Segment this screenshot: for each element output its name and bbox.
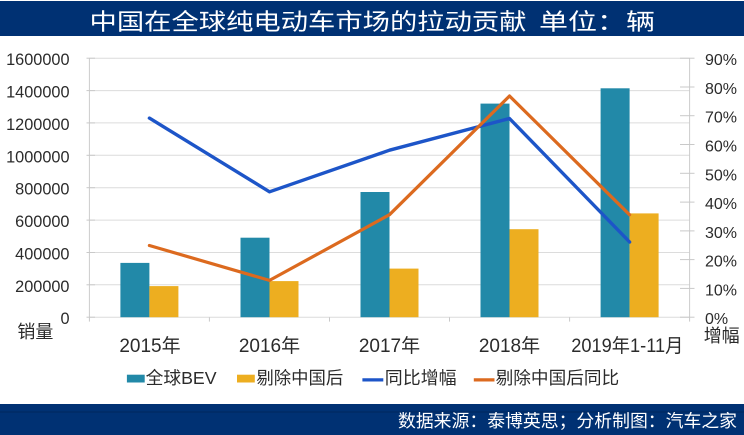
svg-text:200000: 200000 — [15, 278, 69, 296]
svg-text:剔除中国后: 剔除中国后 — [256, 368, 343, 388]
svg-text:0: 0 — [60, 310, 69, 328]
svg-text:40%: 40% — [705, 196, 737, 213]
svg-text:2019年1-11月: 2019年1-11月 — [571, 335, 683, 357]
svg-text:1200000: 1200000 — [6, 116, 69, 134]
svg-text:全球BEV: 全球BEV — [146, 368, 217, 388]
svg-text:60%: 60% — [705, 139, 737, 156]
svg-text:剔除中国后同比: 剔除中国后同比 — [496, 368, 620, 388]
svg-text:30%: 30% — [705, 225, 737, 242]
svg-text:0%: 0% — [705, 311, 728, 328]
svg-text:90%: 90% — [705, 52, 737, 69]
svg-text:50%: 50% — [705, 167, 737, 184]
svg-text:600000: 600000 — [15, 213, 69, 231]
svg-text:800000: 800000 — [15, 181, 69, 199]
svg-text:1000000: 1000000 — [6, 148, 69, 166]
svg-text:10%: 10% — [705, 282, 737, 299]
svg-text:销量: 销量 — [17, 322, 53, 342]
svg-text:80%: 80% — [705, 81, 737, 98]
svg-text:1400000: 1400000 — [6, 84, 69, 102]
svg-text:2018年: 2018年 — [479, 335, 540, 357]
svg-text:数据来源：泰博英思；分析制图：汽车之家: 数据来源：泰博英思；分析制图：汽车之家 — [398, 411, 737, 431]
svg-text:同比增幅: 同比增幅 — [385, 368, 457, 388]
svg-text:增幅: 增幅 — [704, 326, 740, 346]
svg-text:400000: 400000 — [15, 246, 69, 264]
svg-text:单位：辆: 单位：辆 — [539, 8, 655, 34]
svg-text:2015年: 2015年 — [119, 335, 180, 357]
svg-text:20%: 20% — [705, 254, 737, 271]
svg-text:2017年: 2017年 — [359, 335, 420, 357]
svg-text:中国在全球纯电动车市场的拉动贡献: 中国在全球纯电动车市场的拉动贡献 — [90, 8, 527, 34]
svg-text:70%: 70% — [705, 110, 737, 127]
svg-text:2016年: 2016年 — [239, 335, 300, 357]
svg-text:1600000: 1600000 — [6, 51, 69, 69]
